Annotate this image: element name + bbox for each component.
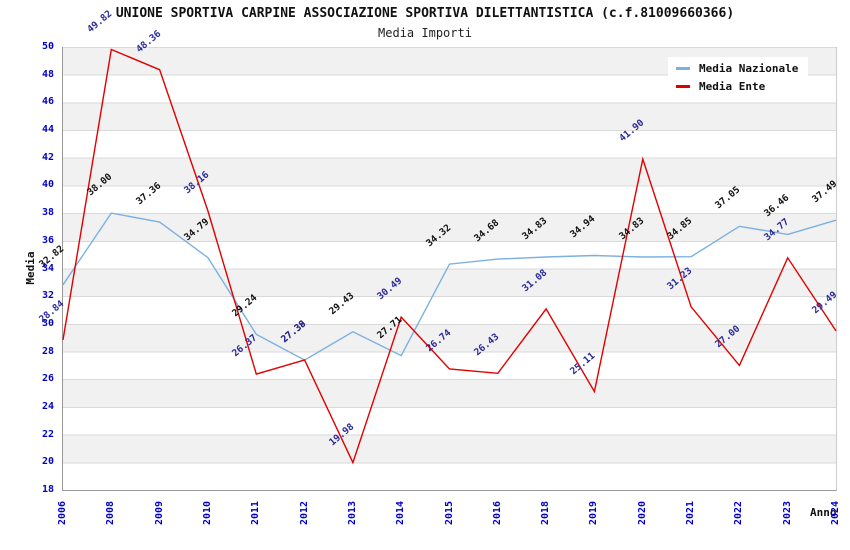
x-axis-title: Anno — [810, 506, 837, 519]
x-tick-label: 2024 — [829, 500, 841, 526]
chart-subtitle: Media Importi — [378, 26, 472, 40]
x-tick-label: 2019 — [587, 500, 599, 526]
x-tick-label: 2011 — [249, 500, 261, 526]
legend-marker-media-ente-icon — [676, 85, 690, 88]
legend-marker-media-nazionale-icon — [676, 67, 690, 70]
x-tick-label: 2021 — [684, 500, 696, 526]
y-tick-label: 44 — [41, 124, 54, 136]
series-lines — [62, 48, 837, 465]
x-tick-label: 2013 — [346, 500, 358, 526]
y-tick-label: 26 — [41, 373, 54, 385]
x-tick-label: 2010 — [201, 500, 213, 526]
y-tick-label: 20 — [41, 456, 54, 468]
plot-area: 32.82 38.00 37.36 34.79 29.24 27.38 29.43 27.71… — [37, 8, 839, 491]
x-tick-label: 2023 — [781, 500, 793, 526]
x-tick-label: 2015 — [443, 500, 454, 526]
y-tick-label: 28 — [41, 345, 54, 357]
x-tick-label: 2016 — [491, 500, 503, 526]
legend: Media Nazionale Media Ente — [668, 57, 809, 99]
y-tick-label: 30 — [41, 317, 54, 329]
x-tick-label: 2014 — [394, 500, 406, 526]
x-tick-label: 2022 — [732, 500, 744, 526]
y-tick-label: 42 — [41, 151, 54, 163]
x-tick-label: 2018 — [539, 500, 551, 526]
x-tick-label: 2008 — [104, 500, 116, 526]
legend-label-media-ente: Media Ente — [699, 80, 766, 93]
y-tick-label: 38 — [41, 207, 54, 219]
x-tick-label: 2020 — [636, 500, 648, 526]
x-tick-label: 2009 — [153, 500, 165, 526]
y-tick-label: 34 — [41, 262, 54, 274]
y-tick-label: 46 — [41, 96, 54, 108]
y-tick-label: 40 — [41, 179, 54, 191]
y-tick-label: 24 — [41, 400, 54, 412]
y-tick-label: 22 — [41, 428, 54, 440]
y-tick-label: 50 — [41, 41, 54, 52]
series-line-media-nazionale — [62, 212, 837, 361]
y-tick-label: 36 — [41, 234, 54, 246]
y-tick-label: 18 — [41, 484, 54, 495]
legend-item-media-nazionale: Media Nazionale — [676, 62, 798, 75]
x-tick-label: 2006 — [56, 500, 68, 526]
series-line-media-ente — [62, 48, 837, 465]
y-tick-label: 48 — [41, 68, 54, 80]
y-tick-label: 32 — [41, 290, 54, 302]
legend-item-media-ente: Media Ente — [676, 80, 798, 93]
chart-title: UNIONE SPORTIVA CARPINE ASSOCIAZIONE SPO… — [115, 6, 735, 21]
legend-label-media-nazionale: Media Nazionale — [699, 62, 799, 75]
x-tick-label: 2012 — [298, 500, 310, 526]
